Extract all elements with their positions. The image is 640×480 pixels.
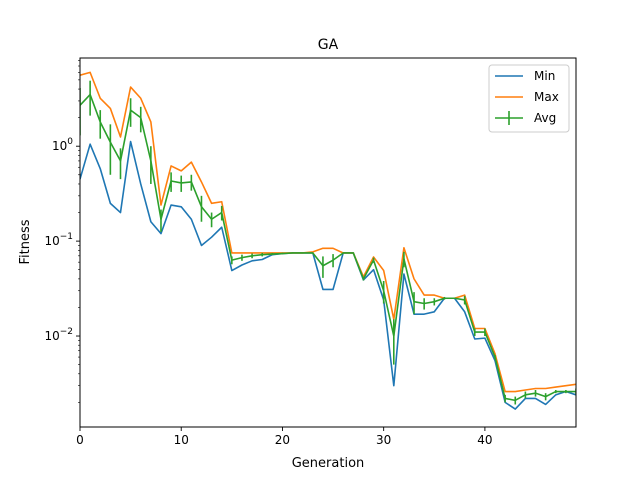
series-line-min [80,140,576,410]
legend-label-min: Min [534,69,555,83]
x-tick-label: 30 [376,433,391,447]
chart-title: GA [318,37,339,53]
x-tick-label: 0 [76,433,84,447]
series-layer [80,71,576,410]
x-tick-label: 10 [174,433,189,447]
series-line-avg [80,93,576,402]
plot-area [80,71,576,410]
y-tick-label: 10−2 [44,327,73,343]
legend-label-max: Max [534,90,559,104]
plot-frame [79,57,577,428]
y-tick-label: 10−1 [44,232,73,248]
x-axis: 0 10 20 30 40 [76,427,493,447]
x-tick-label: 40 [477,433,492,447]
y-axis: 10−2 10−1 100 [44,60,80,403]
y-tick-label: 100 [52,137,73,153]
y-axis-label: Fitness [18,219,33,264]
legend: Min Max Avg [488,64,570,133]
x-tick-label: 20 [275,433,290,447]
series-line-max [80,71,576,393]
x-axis-label: Generation [292,456,365,471]
legend-label-avg: Avg [534,111,556,125]
